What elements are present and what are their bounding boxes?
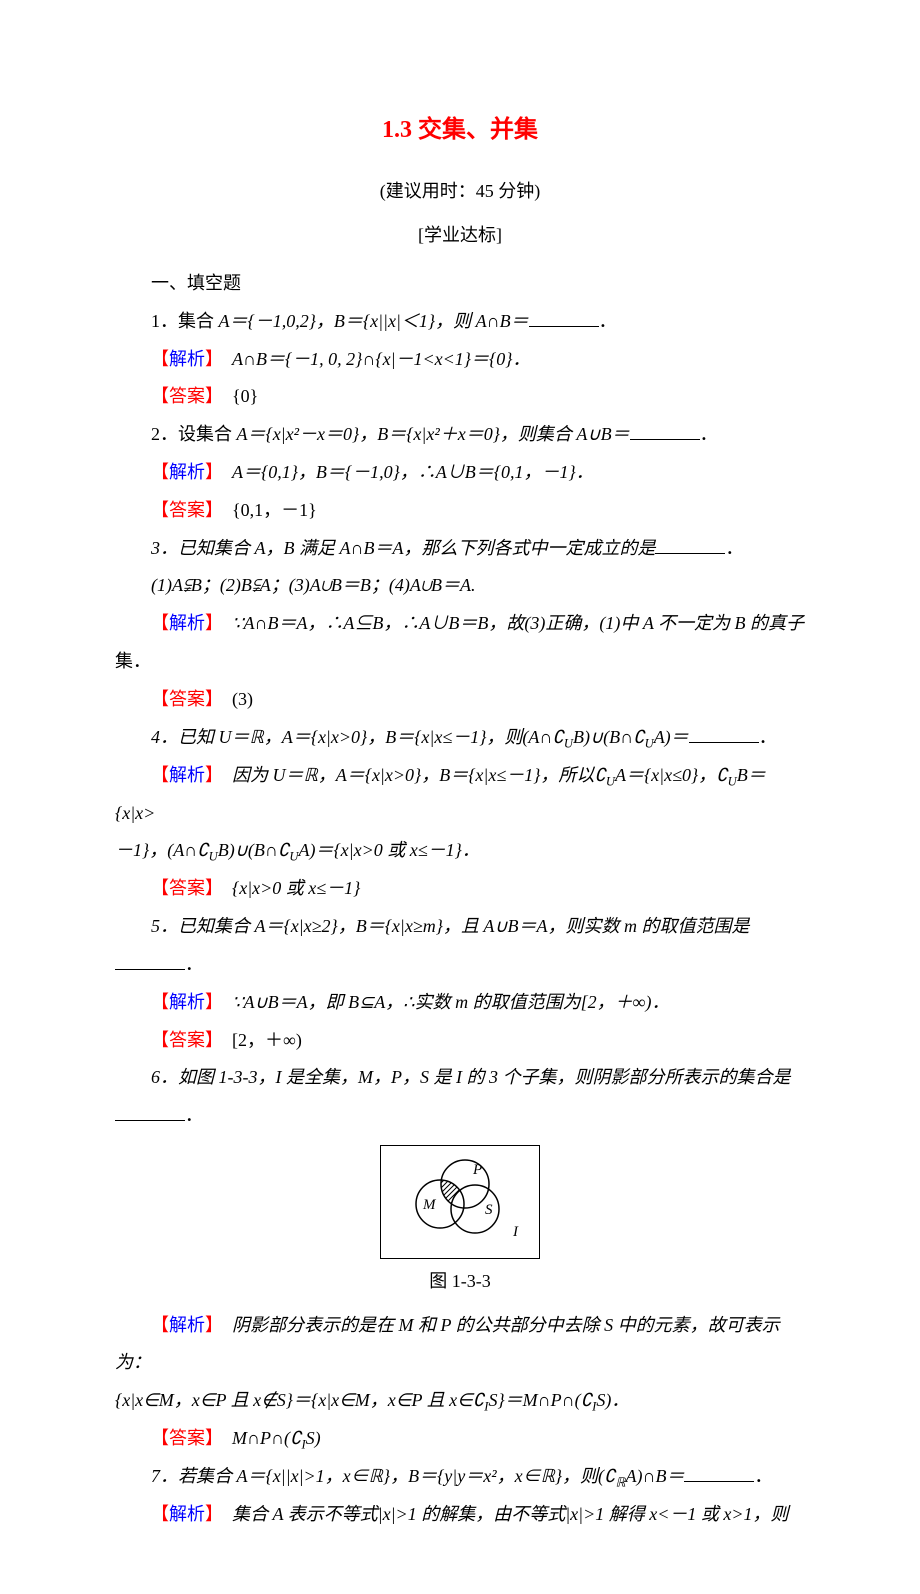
venn-svg: M P S I bbox=[395, 1154, 525, 1240]
q3-analysis: 【解析】 ∵A∩B＝A，∴A⊆B，∴A∪B＝B，故(3)正确，(1)中 A 不一… bbox=[115, 605, 805, 643]
q1-analysis: 【解析】 A∩B＝{－1, 0, 2}∩{x|－1<x<1}＝{0}． bbox=[115, 341, 805, 379]
q6-answer-text: M∩P∩(∁IS) bbox=[232, 1428, 321, 1448]
q1-analysis-text: A∩B＝{－1, 0, 2}∩{x|－1<x<1}＝{0}． bbox=[232, 349, 530, 369]
q6-analysis-text: 阴影部分表示的是在 M 和 P 的公共部分中去除 S 中的元素，故可表示为： bbox=[115, 1315, 780, 1373]
q2-pre: 2．设集合 bbox=[151, 424, 237, 444]
venn-label-s: S bbox=[485, 1202, 493, 1218]
q6-analysis2: {x|x∈M，x∈P 且 x∉S}＝{x|x∈M，x∈P 且 x∈∁IS}＝M∩… bbox=[115, 1382, 805, 1420]
q2-expr: A＝{x|x²－x＝0}，B＝{x|x²＋x＝0}，则集合 A∪B＝ bbox=[237, 424, 630, 444]
q2-text: 2．设集合 A＝{x|x²－x＝0}，B＝{x|x²＋x＝0}，则集合 A∪B＝… bbox=[115, 416, 805, 454]
page-title: 1.3 交集、并集 bbox=[115, 105, 805, 155]
q3-t: 3．已知集合 A，B 满足 A∩B＝A，那么下列各式中一定成立的是 bbox=[151, 538, 655, 558]
q6-text: 6．如图 1-3-3，I 是全集，M，P，S 是 I 的 3 个子集，则阴影部分… bbox=[115, 1059, 805, 1097]
q1-text: 1．集合 A＝{－1,0,2}，B＝{x||x|＜1}，则 A∩B＝． bbox=[115, 303, 805, 341]
q4-answer: 【答案】 {x|x>0 或 x≤－1} bbox=[115, 870, 805, 908]
q2-answer: 【答案】 {0,1，－1} bbox=[115, 492, 805, 530]
q1-blank bbox=[529, 309, 599, 327]
q1-pre: 1．集合 bbox=[151, 311, 219, 331]
q3-answer: 【答案】 (3) bbox=[115, 681, 805, 719]
q3-options: (1)A⫋B；(2)B⫋A；(3)A∪B＝B；(4)A∪B＝A. bbox=[115, 567, 805, 605]
q2-analysis-text: A＝{0,1}，B＝{－1,0}，∴A∪B＝{0,1，－1}． bbox=[232, 462, 594, 482]
q5-text: 5．已知集合 A＝{x|x≥2}，B＝{x|x≥m}，且 A∪B＝A，则实数 m… bbox=[115, 908, 805, 946]
venn-label-m: M bbox=[422, 1197, 437, 1213]
bracket-l: 【 bbox=[151, 349, 169, 369]
bracket-r: 】 bbox=[205, 349, 214, 369]
venn-figure: M P S I bbox=[115, 1145, 805, 1259]
q2-blank bbox=[630, 422, 700, 440]
subtitle: (建议用时：45 分钟) bbox=[115, 173, 805, 211]
answer-label: 答案 bbox=[169, 386, 205, 406]
q3-analysis-text: ∵A∩B＝A，∴A⊆B，∴A∪B＝B，故(3)正确，(1)中 A 不一定为 B … bbox=[232, 613, 804, 633]
venn-caption: 图 1-3-3 bbox=[115, 1263, 805, 1301]
q5-answer: 【答案】 [2，＋∞) bbox=[115, 1022, 805, 1060]
q6-blank-line: ． bbox=[115, 1097, 805, 1135]
q4-blank bbox=[689, 725, 759, 743]
q7-blank bbox=[684, 1464, 754, 1482]
q1-answer: 【答案】 {0} bbox=[115, 378, 805, 416]
heading-fill: 一、填空题 bbox=[115, 265, 805, 303]
q4-analysis-line2: －1}，(A∩∁UB)∪(B∩∁UA)＝{x|x>0 或 x≤－1}． bbox=[115, 832, 805, 870]
venn-label-p: P bbox=[472, 1162, 482, 1178]
q5-answer-text: [2，＋∞) bbox=[232, 1030, 302, 1050]
q1-answer-text: {0} bbox=[232, 386, 258, 406]
q5-analysis: 【解析】 ∵A∪B＝A，即 B⊆A，∴实数 m 的取值范围为[2，＋∞)． bbox=[115, 984, 805, 1022]
q4-answer-text: {x|x>0 或 x≤－1} bbox=[232, 878, 360, 898]
q1-expr: A＝{－1,0,2}，B＝{x||x|＜1}，则 A∩B＝ bbox=[219, 311, 529, 331]
q5-blank-line: ． bbox=[115, 946, 805, 984]
q3-blank bbox=[655, 536, 725, 554]
q7-analysis-text: 集合 A 表示不等式|x|>1 的解集，由不等式|x|>1 解得 x<－1 或 … bbox=[232, 1504, 789, 1524]
q2-answer-text: {0,1，－1} bbox=[232, 500, 317, 520]
q7-analysis: 【解析】 集合 A 表示不等式|x|>1 的解集，由不等式|x|>1 解得 x<… bbox=[115, 1496, 805, 1534]
analysis-label: 解析 bbox=[169, 349, 205, 369]
venn-box: M P S I bbox=[380, 1145, 540, 1259]
q4-text: 4．已知 U＝ℝ，A＝{x|x>0}，B＝{x|x≤－1}，则(A∩∁UB)∪(… bbox=[115, 719, 805, 757]
q2-analysis: 【解析】 A＝{0,1}，B＝{－1,0}，∴A∪B＝{0,1，－1}． bbox=[115, 454, 805, 492]
q6-answer: 【答案】 M∩P∩(∁IS) bbox=[115, 1420, 805, 1458]
q3-text: 3．已知集合 A，B 满足 A∩B＝A，那么下列各式中一定成立的是． bbox=[115, 530, 805, 568]
q6-analysis: 【解析】 阴影部分表示的是在 M 和 P 的公共部分中去除 S 中的元素，故可表… bbox=[115, 1307, 805, 1383]
q5-analysis-text: ∵A∪B＝A，即 B⊆A，∴实数 m 的取值范围为[2，＋∞)． bbox=[232, 992, 669, 1012]
q3-answer-text: (3) bbox=[232, 689, 253, 709]
q4-analysis: 【解析】 因为 U＝ℝ，A＝{x|x>0}，B＝{x|x≤－1}，所以∁UA＝{… bbox=[115, 757, 805, 833]
venn-label-i: I bbox=[512, 1224, 519, 1240]
q7-text: 7．若集合 A＝{x||x|>1，x∈ℝ}，B＝{y|y＝x²，x∈ℝ}，则(∁… bbox=[115, 1458, 805, 1496]
q3-analysis2: 集． bbox=[115, 643, 805, 681]
section-label: [学业达标] bbox=[115, 217, 805, 255]
